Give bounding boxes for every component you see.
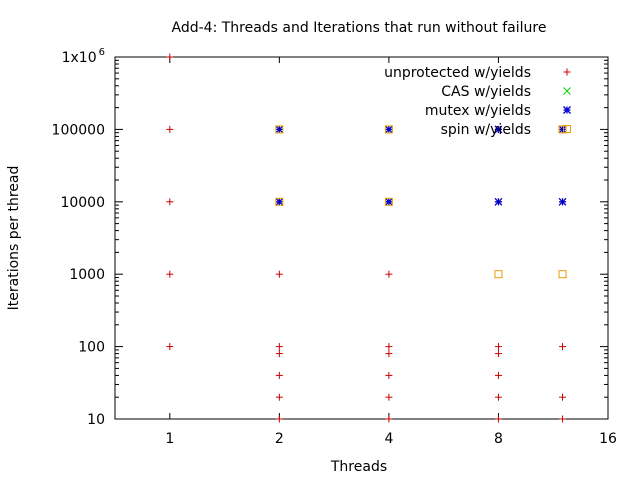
y-tick-label: 1x10 6 [62, 47, 105, 66]
x-axis-label: Threads [330, 459, 387, 475]
legend-label: CAS w/yields [441, 84, 531, 100]
series-2 [275, 125, 567, 206]
series-3 [275, 125, 567, 279]
plot-area-frame [114, 56, 609, 420]
y-tick-label: 10000 [60, 195, 105, 211]
x-tick-4: 4 [384, 57, 393, 447]
data-point [275, 371, 283, 379]
chart-title: Add-4: Threads and Iterations that run w… [172, 20, 547, 36]
data-point [275, 197, 284, 206]
data-point [494, 393, 502, 401]
x-tick-label: 1 [165, 431, 174, 447]
legend-entry: mutex w/yields [425, 103, 571, 119]
y-tick-10000: 10000 [60, 195, 608, 211]
data-point [559, 415, 567, 423]
x-tick-2: 2 [275, 57, 284, 447]
y-tick-1000000: 1x10 6 [62, 47, 608, 66]
y-tick-label-base: 1x10 [62, 50, 97, 66]
y-tick-label: 10 [87, 412, 105, 428]
data-point [385, 371, 393, 379]
data-point [385, 350, 393, 358]
data-point [494, 350, 502, 358]
data-point [384, 125, 393, 134]
data-point [275, 270, 283, 278]
data-point [558, 125, 567, 134]
x-tick-label: 16 [599, 431, 617, 447]
legend-entry: unprotected w/yields [384, 65, 571, 81]
data-point [494, 371, 502, 379]
legend-entry: spin w/yields [441, 122, 571, 138]
data-point [275, 350, 283, 358]
data-point [166, 53, 174, 61]
x-tick-1: 1 [165, 57, 174, 447]
data-point [384, 125, 393, 134]
data-point [384, 197, 393, 206]
data-point [559, 343, 567, 351]
data-point [558, 197, 567, 206]
data-points [166, 53, 567, 423]
data-point [275, 415, 283, 423]
data-point [494, 343, 502, 351]
data-point [166, 343, 174, 351]
data-point [558, 270, 567, 279]
y-tick-label: 100000 [52, 122, 105, 138]
y-tick-label: 1000 [69, 267, 105, 283]
legend-entry: CAS w/yields [441, 84, 571, 100]
data-point [494, 270, 503, 279]
data-point [275, 343, 283, 351]
data-point [385, 343, 393, 351]
data-point [558, 125, 567, 134]
data-point [385, 393, 393, 401]
data-point [166, 125, 174, 133]
data-point [275, 125, 284, 134]
legend-label: mutex w/yields [425, 103, 531, 119]
y-tick-1000: 1000 [69, 267, 608, 283]
legend-label: unprotected w/yields [384, 65, 531, 81]
y-tick-label: 100 [78, 340, 105, 356]
legend-marker [563, 68, 571, 76]
y-tick-100000: 100000 [52, 122, 608, 138]
data-point [494, 125, 503, 134]
legend-marker [563, 87, 571, 95]
x-tick-label: 2 [275, 431, 284, 447]
y-axis-label: Iterations per thread [6, 166, 22, 311]
y-tick-label-exponent: 6 [99, 47, 105, 58]
legend-marker [563, 125, 571, 133]
data-point [384, 197, 393, 206]
axis-ticks: 1 2 4 8 16 10 100 1000 10000 100000 1x10 6 [52, 47, 617, 447]
legend-label: spin w/yields [441, 122, 531, 138]
data-point [494, 197, 503, 206]
data-point [166, 270, 174, 278]
data-point [559, 393, 567, 401]
data-point [385, 415, 393, 423]
x-tick-label: 4 [384, 431, 393, 447]
data-point [385, 270, 393, 278]
legend: unprotected w/yields CAS w/yields mutex w/… [384, 65, 571, 138]
y-tick-10: 10 [87, 412, 608, 428]
y-tick-100: 100 [78, 340, 608, 356]
legend-marker [563, 106, 571, 114]
x-tick-label: 8 [494, 431, 503, 447]
data-point [494, 415, 502, 423]
data-point [275, 125, 284, 134]
data-point [166, 198, 174, 206]
data-point [275, 197, 284, 206]
data-point [275, 393, 283, 401]
